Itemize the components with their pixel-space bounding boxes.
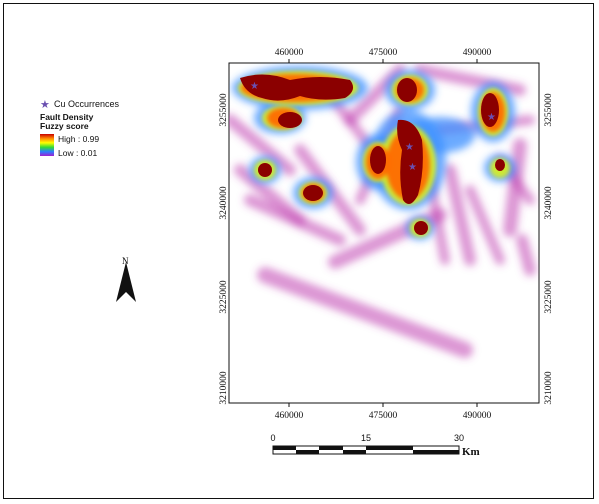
legend-low: Low : 0.01 <box>58 148 98 158</box>
scale-label: 30 <box>454 433 464 443</box>
bottom-tick-label: 490000 <box>463 411 492 421</box>
scale-label: 15 <box>361 433 371 443</box>
top-tick-label: 475000 <box>369 48 398 58</box>
right-tick-label: 3255000 <box>544 93 554 127</box>
cu-occurrence-star-icon: ★ <box>250 81 259 92</box>
fault-density-raster: ★ ★ ★ ★ <box>229 64 536 358</box>
north-label: N <box>122 256 129 266</box>
top-tick-label: 460000 <box>275 48 304 58</box>
cu-occurrence-star-icon: ★ <box>487 112 496 123</box>
legend-title-line1: Fault Density <box>40 112 94 122</box>
bottom-tick-label: 475000 <box>369 411 398 421</box>
legend-title-line2: Fuzzy score <box>40 121 89 131</box>
left-tick-label: 3255000 <box>219 93 229 127</box>
scale-label: 0 <box>270 433 275 443</box>
legend-occurrence-label: Cu Occurrences <box>54 99 120 109</box>
hotspots <box>232 66 516 240</box>
right-tick-label: 3225000 <box>544 280 554 314</box>
map-frame <box>3 3 594 499</box>
legend-occurrence-row: ★ Cu Occurrences <box>40 98 120 111</box>
left-tick-label: 3240000 <box>219 186 229 220</box>
cu-occurrence-star-icon: ★ <box>405 142 414 153</box>
legend-ramp-row: High : 0.99 Low : 0.01 <box>40 134 119 158</box>
legend-high: High : 0.99 <box>58 134 100 144</box>
north-arrow-icon <box>116 262 136 302</box>
left-tick-label: 3225000 <box>219 280 229 314</box>
color-ramp <box>40 134 54 156</box>
left-tick-label: 3210000 <box>219 371 229 405</box>
scale-unit: Km <box>462 446 480 458</box>
bottom-tick-label: 460000 <box>275 411 304 421</box>
cu-occurrences: ★ ★ ★ ★ <box>250 81 496 173</box>
cu-occurrence-star-icon: ★ <box>408 162 417 173</box>
scale-bar: 0 15 30 Km <box>270 433 479 458</box>
legend: ★ Cu Occurrences Fault Density Fuzzy sco… <box>40 98 119 158</box>
right-tick-label: 3210000 <box>544 371 554 405</box>
right-tick-label: 3240000 <box>544 186 554 220</box>
top-tick-label: 490000 <box>463 48 492 58</box>
star-icon: ★ <box>40 98 50 111</box>
